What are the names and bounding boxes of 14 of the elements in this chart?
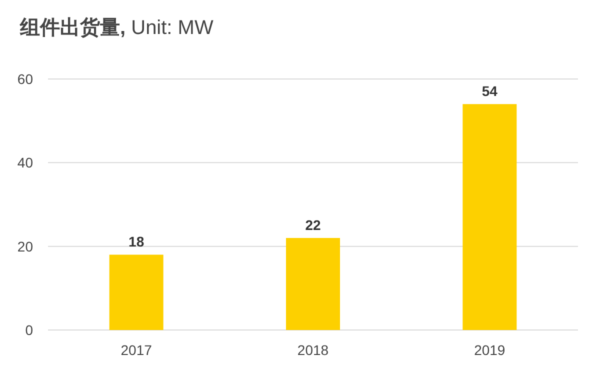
bar [109, 254, 164, 330]
data-label: 54 [482, 83, 498, 100]
y-tick-label: 40 [17, 154, 34, 171]
x-tick-label: 2017 [120, 342, 152, 358]
data-label: 22 [305, 216, 321, 233]
bar [462, 104, 517, 330]
chart-title: 组件出货量, Unit: MW [19, 17, 214, 39]
bar [286, 238, 340, 330]
x-tick-label: 2019 [474, 342, 506, 358]
data-label: 18 [128, 234, 144, 250]
x-tick-label: 2018 [297, 342, 329, 358]
y-tick-label: 60 [17, 71, 34, 87]
y-tick-label: 20 [17, 238, 34, 254]
y-tick-label: 0 [25, 322, 34, 338]
